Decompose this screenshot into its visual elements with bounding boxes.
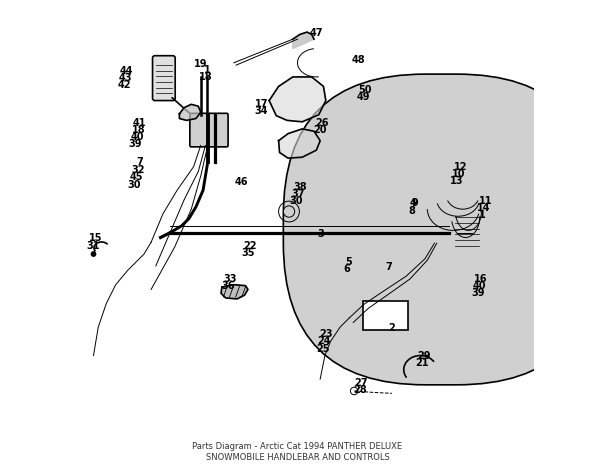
Text: 28: 28 [353, 385, 367, 395]
Text: 41: 41 [133, 118, 146, 128]
Polygon shape [221, 285, 248, 299]
Text: 46: 46 [235, 177, 249, 187]
Text: 30: 30 [290, 196, 303, 206]
Text: 1: 1 [203, 65, 210, 75]
Text: 30: 30 [128, 180, 142, 190]
Text: 50: 50 [358, 85, 371, 95]
Text: 6: 6 [343, 264, 350, 274]
Text: Parts Diagram - Arctic Cat 1994 PANTHER DELUXE
SNOWMOBILE HANDLEBAR AND CONTROLS: Parts Diagram - Arctic Cat 1994 PANTHER … [192, 442, 403, 462]
Text: 22: 22 [243, 240, 257, 250]
Text: 19: 19 [194, 59, 208, 69]
Text: 7: 7 [136, 157, 143, 167]
Polygon shape [180, 104, 201, 120]
Text: 44: 44 [120, 66, 133, 76]
Text: 8: 8 [408, 206, 415, 216]
Bar [363, 301, 408, 330]
Text: 16: 16 [474, 274, 487, 284]
Text: 14: 14 [477, 203, 491, 213]
Text: 49: 49 [357, 92, 370, 102]
Text: 39: 39 [129, 140, 142, 150]
Text: 35: 35 [242, 247, 255, 257]
Text: 32: 32 [131, 165, 145, 175]
FancyBboxPatch shape [152, 56, 175, 101]
Text: 24: 24 [318, 336, 331, 346]
Text: 3: 3 [318, 229, 324, 239]
Text: 20: 20 [314, 125, 327, 135]
Text: 15: 15 [89, 233, 102, 244]
Text: 40: 40 [472, 281, 486, 291]
FancyArrowPatch shape [172, 98, 189, 113]
Text: 33: 33 [224, 274, 237, 284]
Text: 31: 31 [87, 240, 100, 250]
Text: 29: 29 [417, 351, 431, 361]
Text: 43: 43 [119, 73, 132, 83]
Text: 45: 45 [130, 172, 143, 182]
Text: 12: 12 [453, 162, 467, 171]
FancyBboxPatch shape [452, 207, 483, 252]
Text: 27: 27 [355, 378, 368, 388]
Text: 1: 1 [479, 210, 486, 220]
Text: 2: 2 [389, 323, 395, 333]
Text: 37: 37 [292, 189, 305, 199]
Text: 13: 13 [450, 176, 464, 186]
Text: 5: 5 [345, 257, 352, 267]
Text: 34: 34 [255, 106, 268, 116]
Text: 9: 9 [411, 199, 418, 209]
Text: 7: 7 [386, 262, 393, 272]
Text: 47: 47 [309, 28, 323, 38]
Text: 42: 42 [117, 80, 131, 90]
Text: 48: 48 [351, 56, 365, 66]
Circle shape [283, 206, 295, 217]
Text: 10: 10 [452, 169, 466, 179]
Text: 4: 4 [410, 199, 416, 209]
Text: 23: 23 [319, 329, 333, 339]
Text: 18: 18 [131, 125, 145, 135]
Polygon shape [293, 32, 314, 48]
Circle shape [91, 252, 96, 256]
Text: 18: 18 [199, 72, 212, 82]
Text: 11: 11 [479, 196, 492, 206]
Text: 36: 36 [222, 281, 235, 291]
Text: 40: 40 [130, 133, 144, 142]
Text: 25: 25 [317, 344, 330, 354]
Polygon shape [278, 129, 320, 158]
Text: 39: 39 [471, 288, 485, 298]
Polygon shape [269, 77, 326, 122]
Text: 21: 21 [415, 358, 429, 368]
Text: 26: 26 [315, 118, 329, 128]
Text: 17: 17 [255, 99, 269, 109]
FancyBboxPatch shape [190, 114, 228, 147]
FancyBboxPatch shape [283, 74, 595, 385]
Text: 38: 38 [293, 181, 306, 191]
